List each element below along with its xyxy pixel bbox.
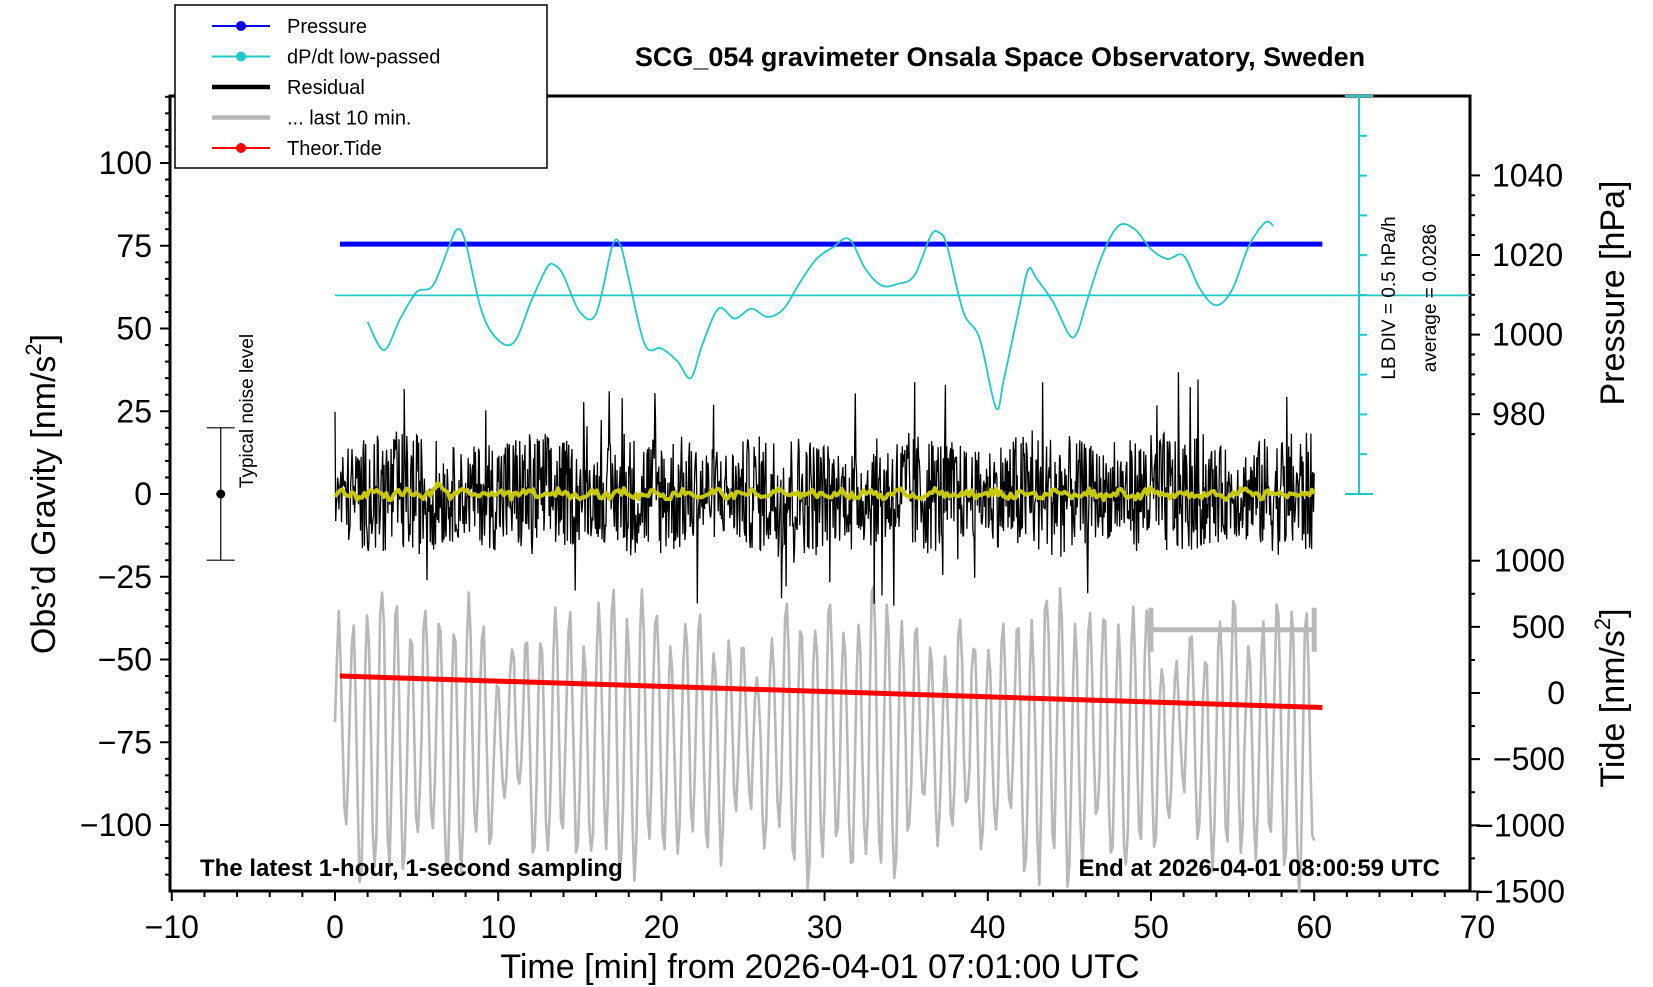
legend-label: ... last 10 min. bbox=[287, 108, 412, 130]
y-tick-label: −100 bbox=[80, 807, 152, 843]
y-tick-label: −75 bbox=[98, 724, 152, 760]
tide-tick-label: −1000 bbox=[1475, 807, 1565, 843]
average-label: average = 0.0286 bbox=[1420, 224, 1441, 372]
x-tick-label: 70 bbox=[1460, 909, 1496, 945]
pressure-tick-label: 1040 bbox=[1492, 157, 1563, 193]
legend-label: Theor.Tide bbox=[287, 138, 382, 160]
y-tick-label: 100 bbox=[99, 145, 152, 181]
tide-tick-label: 500 bbox=[1512, 609, 1565, 645]
y-axis-left-title: Obs’d Gravity [nm/s2] bbox=[21, 334, 63, 654]
series-group bbox=[335, 220, 1470, 710]
lb-div-scale bbox=[1345, 95, 1373, 495]
y-tick-label: 50 bbox=[116, 311, 152, 347]
noise-bar-center bbox=[216, 489, 226, 499]
legend-box bbox=[174, 4, 548, 169]
noise-level-label: Typical noise level bbox=[237, 334, 258, 488]
x-tick-label: 30 bbox=[807, 909, 843, 945]
pressure-tick-label: 1020 bbox=[1492, 237, 1563, 273]
legend-label: dP/dt low-passed bbox=[287, 47, 440, 69]
legend-swatch-marker bbox=[236, 21, 246, 31]
x-tick-label: −10 bbox=[145, 909, 199, 945]
legend-item: Pressure bbox=[212, 16, 367, 38]
y-axis-tide-title: Tide [nm/s2] bbox=[1590, 608, 1632, 787]
legend-item: Theor.Tide bbox=[212, 138, 382, 160]
series-last-10-min bbox=[333, 585, 1316, 894]
x-tick-label: 0 bbox=[326, 909, 344, 945]
legend-label: Residual bbox=[287, 77, 365, 99]
last-10-min-line bbox=[333, 585, 1316, 894]
bottom-right-note: End at 2026-04-01 08:00:59 UTC bbox=[1079, 855, 1441, 882]
x-axis: −10 0 10 20 30 40 50 60 70 bbox=[145, 891, 1496, 945]
y-tick-label: 25 bbox=[116, 393, 152, 429]
series-residual bbox=[334, 372, 1315, 606]
x-tick-label: 40 bbox=[970, 909, 1006, 945]
pressure-tick-label: 980 bbox=[1492, 396, 1545, 432]
y-axis-pressure-title: Pressure [hPa] bbox=[1594, 181, 1632, 406]
legend-swatch-marker bbox=[236, 51, 246, 62]
y-axis-left: 100 75 50 25 0 −25 −50 −75 −100 bbox=[80, 95, 170, 876]
y-tick-label: 75 bbox=[116, 228, 152, 264]
x-axis-title: Time [min] from 2026-04-01 07:01:00 UTC bbox=[500, 948, 1139, 986]
legend: Pressure dP/dt low-passed Residual ... last… bbox=[174, 4, 548, 169]
tide-tick-label: −1500 bbox=[1475, 873, 1565, 909]
y-tick-label: −50 bbox=[98, 642, 152, 678]
y-tick-label: 0 bbox=[134, 476, 152, 512]
tide-tick-label: −500 bbox=[1493, 741, 1565, 777]
x-tick-label: 20 bbox=[644, 909, 680, 945]
residual-line bbox=[334, 372, 1315, 606]
y-axis-tide: 1000 500 0 −500 −1000 −1500 bbox=[1470, 543, 1565, 909]
tide-line bbox=[339, 673, 1323, 710]
residual-smoothed-line bbox=[333, 481, 1316, 503]
legend-item: ... last 10 min. bbox=[212, 108, 412, 130]
x-tick-label: 50 bbox=[1133, 909, 1169, 945]
lb-div-label: LB DIV = 0.5 hPa/h bbox=[1379, 216, 1400, 379]
y-tick-label: −25 bbox=[98, 559, 152, 595]
legend-item: dP/dt low-passed bbox=[212, 47, 440, 69]
tide-tick-label: 0 bbox=[1547, 675, 1565, 711]
tide-tick-label: 1000 bbox=[1494, 543, 1565, 579]
legend-label: Pressure bbox=[287, 16, 367, 38]
y-axis-pressure: 1040 1020 1000 980 bbox=[1470, 157, 1563, 436]
chart-title: SCG_054 gravimeter Onsala Space Observat… bbox=[635, 42, 1365, 72]
noise-level-bar bbox=[206, 427, 235, 561]
dpdt-line bbox=[366, 220, 1274, 411]
pressure-tick-label: 1000 bbox=[1492, 317, 1563, 353]
x-tick-label: 60 bbox=[1296, 909, 1332, 945]
last-10-min-bracket bbox=[1148, 607, 1317, 652]
legend-item: Residual bbox=[212, 77, 365, 99]
series-residual-smoothed bbox=[333, 481, 1316, 503]
bottom-left-note: The latest 1-hour, 1-second sampling bbox=[200, 855, 623, 882]
legend-swatch-marker bbox=[236, 143, 246, 153]
x-tick-label: 10 bbox=[480, 909, 516, 945]
